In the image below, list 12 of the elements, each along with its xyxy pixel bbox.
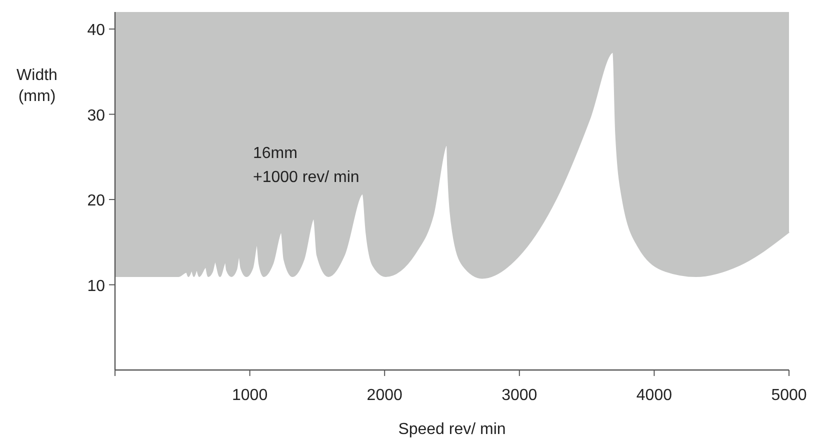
x-tick-label: 1000 xyxy=(232,387,268,404)
y-tick-label: 40 xyxy=(87,22,106,40)
x-tick-label: 2000 xyxy=(366,387,402,404)
x-tick-label: 3000 xyxy=(502,387,538,404)
y-tick-label: 10 xyxy=(87,278,106,295)
x-axis-title: Speed rev/ min xyxy=(398,421,506,438)
x-tick-label: 4000 xyxy=(636,387,672,404)
y-tick-label: 30 xyxy=(87,107,106,124)
annotation: 16mm +1000 rev/ min xyxy=(253,145,360,186)
x-tick-label: 5000 xyxy=(771,387,807,404)
y-tick-label: 20 xyxy=(87,192,106,210)
y-axis-title: Width (mm) xyxy=(16,67,58,105)
